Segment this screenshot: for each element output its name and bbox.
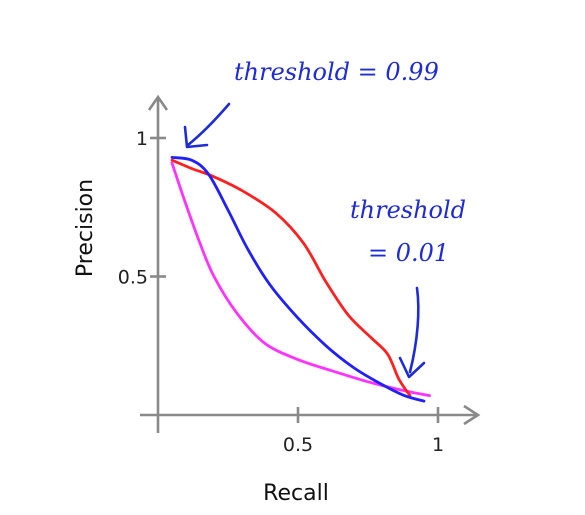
axes xyxy=(140,94,481,433)
annotation-low-threshold-text-line1: threshold xyxy=(350,196,466,224)
y-tick-label: 0.5 xyxy=(118,267,148,289)
series-line-2 xyxy=(170,158,412,397)
series-line-3 xyxy=(170,156,426,403)
series xyxy=(170,156,431,403)
series-line-1 xyxy=(170,161,431,397)
annotation-high-threshold: threshold = 0.99 xyxy=(183,58,439,149)
y-axis-title: Precision xyxy=(73,179,98,277)
annotation-low-threshold: threshold = 0.01 xyxy=(350,196,466,379)
x-axis-title: Recall xyxy=(263,481,329,506)
annotation-low-threshold-arrowhead xyxy=(398,356,426,379)
x-tick-label: 1 xyxy=(432,434,444,456)
annotation-high-threshold-arrow xyxy=(186,102,231,147)
x-tick-label: 0.5 xyxy=(283,434,313,456)
annotation-low-threshold-text-line2: = 0.01 xyxy=(368,239,449,267)
annotation-high-threshold-text: threshold = 0.99 xyxy=(234,58,439,86)
annotation-high-threshold-arrowhead xyxy=(183,125,209,149)
x-axis-arrowhead xyxy=(463,404,481,426)
y-axis-arrowhead xyxy=(147,94,169,111)
annotation-low-threshold-arrow xyxy=(408,286,420,374)
y-tick-label: 1 xyxy=(136,128,148,150)
ticks: 0.5 1 0.5 1 xyxy=(118,128,444,456)
